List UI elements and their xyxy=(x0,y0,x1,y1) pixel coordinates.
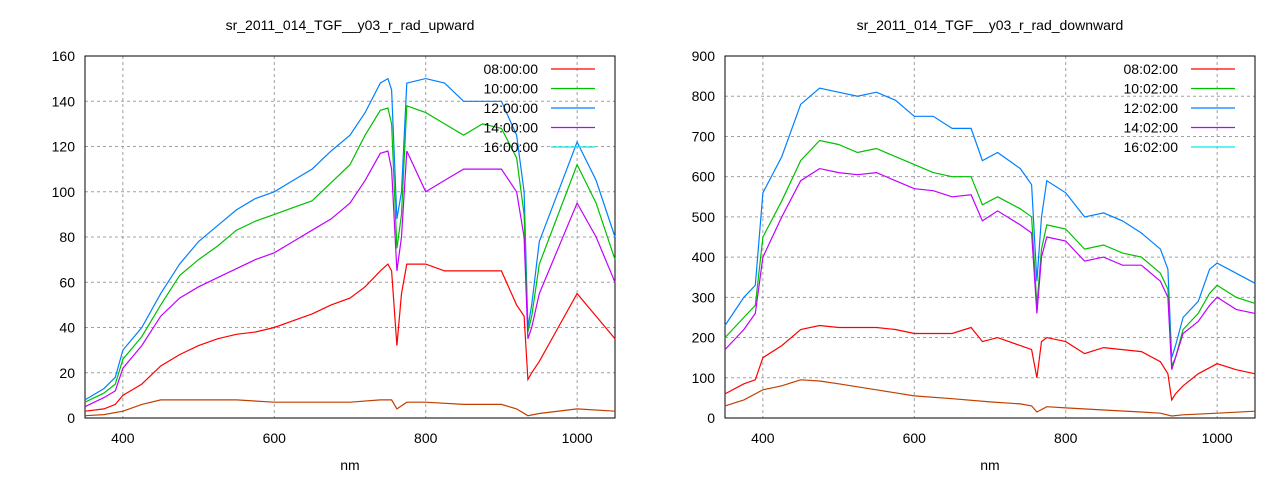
y-tick-label: 40 xyxy=(59,320,75,336)
x-tick-label: 400 xyxy=(111,430,135,446)
y-tick-label: 100 xyxy=(692,370,716,386)
y-tick-label: 100 xyxy=(52,184,76,200)
y-tick-label: 60 xyxy=(59,274,75,290)
y-tick-label: 0 xyxy=(707,410,715,426)
y-tick-label: 120 xyxy=(52,139,76,155)
series-line-2 xyxy=(724,167,1256,370)
chart-panel-1: 0 100 200 300 400 500 600 700 800 900 400 600 800 100… xyxy=(692,17,1256,473)
plot-frame xyxy=(724,55,1256,419)
y-tick-label: 800 xyxy=(692,88,716,104)
chart-panel-0: 0 20 40 60 80 100 120 140 160 400 600 800 1000 sr_201… xyxy=(52,17,616,473)
x-tick-label: 400 xyxy=(751,430,775,446)
legend-label: 14:02:00 xyxy=(1124,120,1179,136)
chart-title: sr_2011_014_TGF__y03_r_rad_downward xyxy=(857,17,1124,33)
legend-label: 10:00:00 xyxy=(484,81,539,97)
x-tick-label: 1000 xyxy=(562,430,593,446)
legend-label: 10:02:00 xyxy=(1124,81,1179,97)
series-line-4 xyxy=(84,399,616,417)
chart-title: sr_2011_014_TGF__y03_r_rad_upward xyxy=(226,17,475,33)
x-tick-label: 600 xyxy=(263,430,287,446)
legend-label: 12:02:00 xyxy=(1124,100,1179,116)
y-tick-label: 20 xyxy=(59,365,75,381)
legend-label: 14:00:00 xyxy=(484,120,539,136)
y-tick-label: 160 xyxy=(52,48,76,64)
x-axis-label: nm xyxy=(980,457,999,473)
series-line-3 xyxy=(84,263,616,412)
y-tick-label: 500 xyxy=(692,209,716,225)
x-tick-label: 800 xyxy=(1054,430,1078,446)
series-line-3 xyxy=(724,324,1256,402)
y-tick-label: 80 xyxy=(59,229,75,245)
legend-label: 16:02:00 xyxy=(1124,139,1179,155)
y-tick-label: 400 xyxy=(692,249,716,265)
y-tick-label: 300 xyxy=(692,289,716,305)
x-tick-label: 600 xyxy=(903,430,927,446)
series-line-2 xyxy=(84,150,616,408)
series-line-0 xyxy=(724,87,1256,358)
series-line-4 xyxy=(724,379,1256,417)
series-line-1 xyxy=(724,139,1256,366)
y-tick-label: 0 xyxy=(67,410,75,426)
legend-label: 12:00:00 xyxy=(484,100,539,116)
y-tick-label: 900 xyxy=(692,48,716,64)
legend-label: 08:02:00 xyxy=(1124,61,1179,77)
y-tick-label: 700 xyxy=(692,128,716,144)
y-tick-label: 200 xyxy=(692,330,716,346)
y-tick-label: 140 xyxy=(52,93,76,109)
y-tick-label: 600 xyxy=(692,169,716,185)
legend-label: 16:00:00 xyxy=(484,139,539,155)
x-axis-label: nm xyxy=(340,457,359,473)
x-tick-label: 800 xyxy=(414,430,438,446)
legend-label: 08:00:00 xyxy=(484,61,539,77)
x-tick-label: 1000 xyxy=(1202,430,1233,446)
